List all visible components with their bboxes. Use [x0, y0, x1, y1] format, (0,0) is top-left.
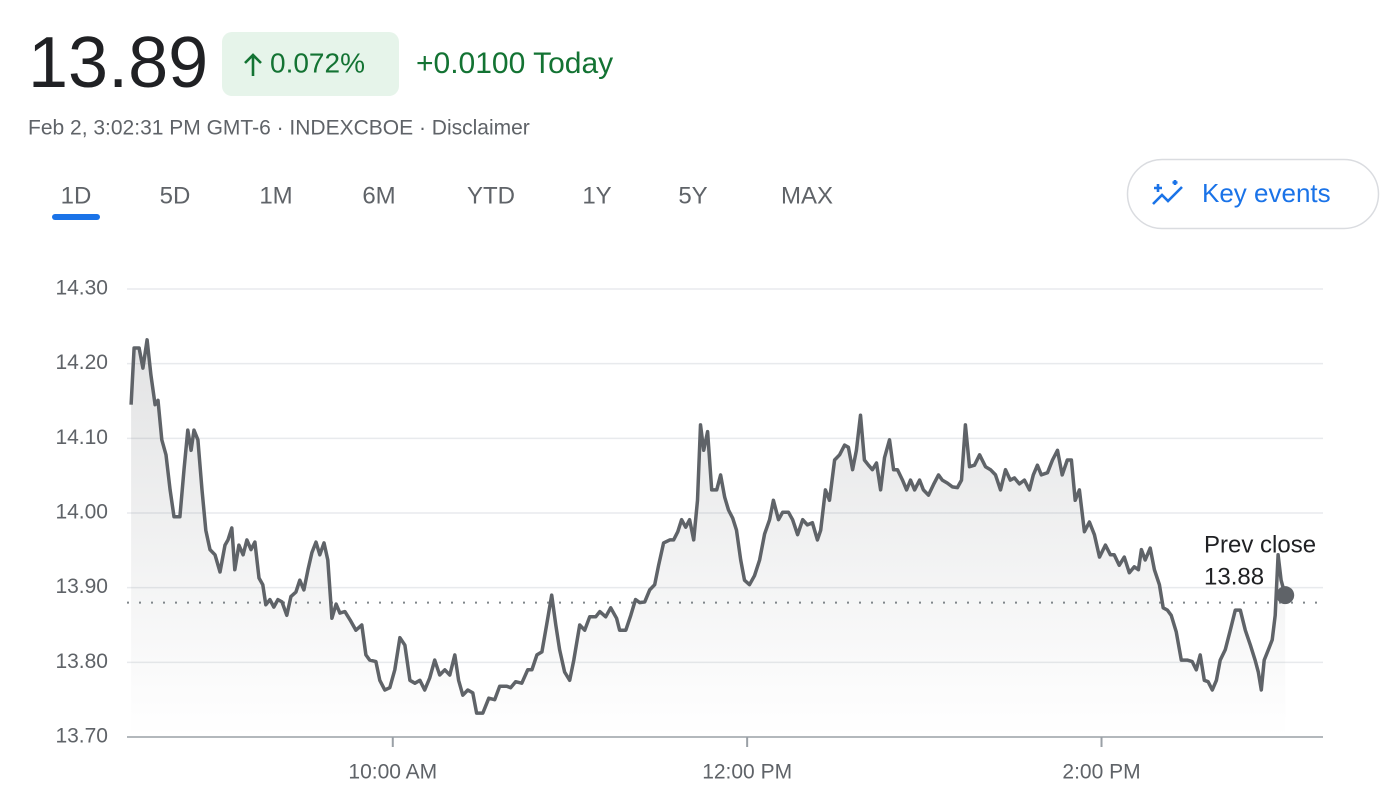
change-percent: 0.072%	[270, 47, 365, 78]
price-line	[129, 338, 1287, 715]
range-tab[interactable]: 1M	[259, 182, 292, 209]
range-tab[interactable]: 5D	[160, 182, 191, 209]
last-point	[1276, 586, 1295, 605]
range-tab[interactable]: 6M	[362, 182, 395, 209]
active-tab-indicator	[52, 214, 100, 220]
y-tick-label: 14.00	[55, 501, 108, 524]
range-tabs: 1D 5D 1M 6M YTD 1Y 5Y MAX	[52, 182, 833, 220]
key-events-icon	[1152, 180, 1183, 205]
change-pill	[222, 32, 399, 96]
price-chart: 13.70 13.80 13.90 14.00 14.10 14.20 14.30 10:00…	[55, 277, 1323, 784]
key-events-label: Key events	[1202, 178, 1331, 208]
y-tick-label: 14.30	[55, 277, 108, 300]
x-tick-label: 12:00 PM	[702, 761, 792, 784]
range-tab[interactable]: 5Y	[678, 182, 707, 209]
price-area	[131, 339, 1286, 737]
range-tab[interactable]: MAX	[781, 182, 833, 209]
range-tab[interactable]: YTD	[467, 182, 515, 209]
y-tick-label: 13.70	[55, 725, 108, 748]
range-tab[interactable]: 1Y	[582, 182, 611, 209]
x-tick-label: 2:00 PM	[1062, 761, 1140, 784]
quote-meta: Feb 2, 3:02:31 PM GMT-6 · INDEXCBOE · Di…	[28, 117, 530, 140]
prev-close-label: Prev close	[1204, 531, 1316, 558]
y-tick-label: 13.80	[55, 650, 108, 673]
price: 13.89	[28, 23, 208, 103]
key-events-button[interactable]	[1126, 158, 1380, 230]
y-tick-label: 14.20	[55, 351, 108, 374]
x-tick-label: 10:00 AM	[348, 761, 437, 784]
y-tick-label: 14.10	[55, 426, 108, 449]
range-tab[interactable]: 1D	[61, 182, 92, 209]
up-arrow-icon	[244, 53, 262, 76]
y-tick-label: 13.90	[55, 575, 108, 598]
change-today: +0.0100 Today	[416, 47, 613, 80]
prev-close-value: 13.88	[1204, 563, 1264, 590]
